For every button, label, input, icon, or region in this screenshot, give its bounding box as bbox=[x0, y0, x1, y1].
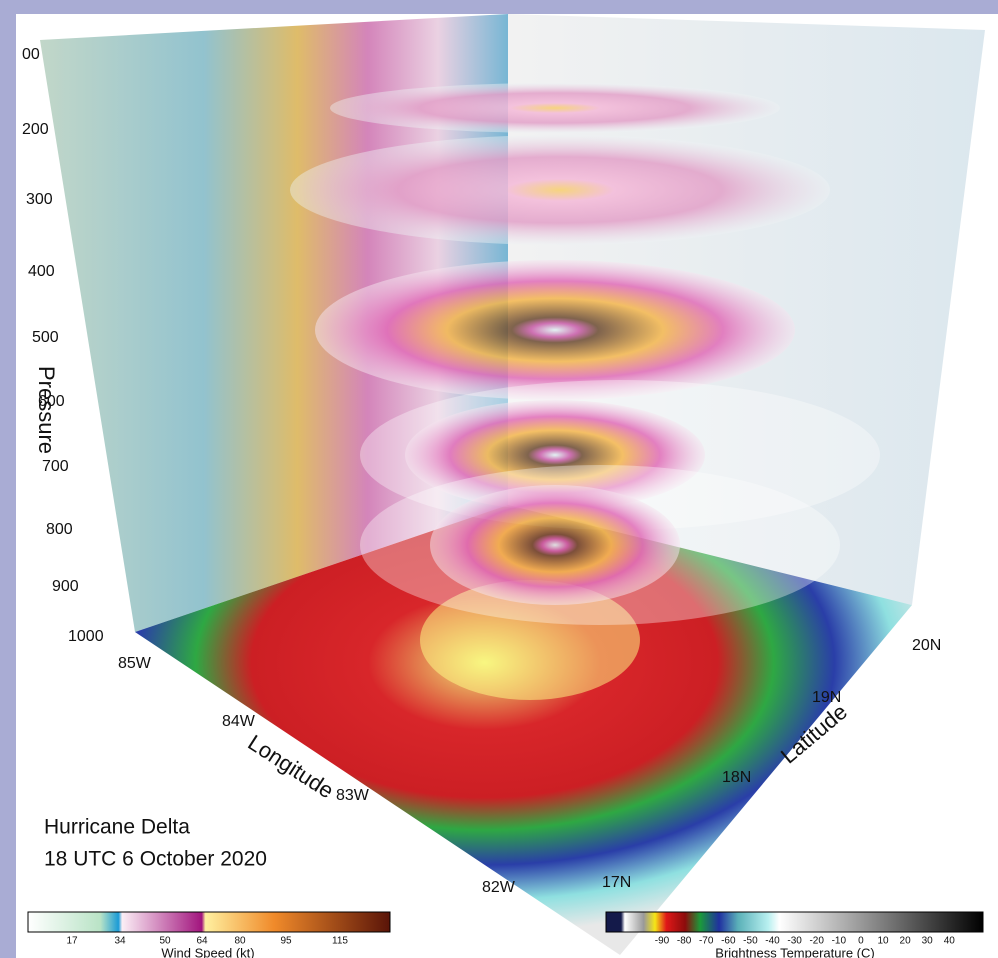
annotation: Hurricane Delta bbox=[44, 816, 190, 839]
latitude-tick: 20N bbox=[912, 637, 941, 654]
pressure-tick: 200 bbox=[22, 121, 49, 138]
colorbar-tick: -80 bbox=[677, 936, 692, 947]
pressure-tick: 700 bbox=[42, 458, 69, 475]
latitude-tick: 17N bbox=[602, 874, 631, 891]
pressure-tick: 00 bbox=[22, 46, 40, 63]
colorbar-tick: 30 bbox=[922, 936, 934, 947]
temperature-colorbar bbox=[606, 912, 983, 932]
latitude-tick: 18N bbox=[722, 769, 751, 786]
colorbar-label: Brightness Temperature (C) bbox=[715, 945, 874, 958]
colorbar-tick: 17 bbox=[66, 936, 78, 947]
colorbar-label: Wind Speed (kt) bbox=[161, 945, 254, 958]
pressure-tick: 400 bbox=[28, 263, 55, 280]
longitude-tick: 85W bbox=[118, 655, 152, 672]
colorbar-tick: -70 bbox=[699, 936, 714, 947]
longitude-tick: 82W bbox=[482, 879, 516, 896]
wind-ring bbox=[290, 135, 830, 245]
pressure-tick: 1000 bbox=[68, 628, 104, 645]
pressure-tick: 900 bbox=[52, 578, 79, 595]
pressure-tick: 800 bbox=[46, 521, 73, 538]
figure: 002003004005006007008009001000Pressure85… bbox=[0, 0, 998, 958]
colorbar-tick: 20 bbox=[900, 936, 912, 947]
colorbar-tick: -90 bbox=[655, 936, 670, 947]
colorbar-tick: 10 bbox=[877, 936, 889, 947]
longitude-tick: 84W bbox=[222, 713, 256, 730]
longitude-tick: 83W bbox=[336, 787, 370, 804]
pressure-tick: 500 bbox=[32, 329, 59, 346]
colorbar-tick: 34 bbox=[114, 936, 126, 947]
wind-ring bbox=[315, 260, 795, 400]
colorbar-tick: 115 bbox=[332, 936, 348, 947]
colorbar-tick: 40 bbox=[944, 936, 956, 947]
wind-ring bbox=[330, 83, 780, 133]
wind-colorbar bbox=[28, 912, 390, 932]
pressure-label: Pressure bbox=[34, 366, 59, 454]
colorbar-tick: 95 bbox=[280, 936, 292, 947]
wind-ring bbox=[430, 485, 680, 605]
annotation: 18 UTC 6 October 2020 bbox=[44, 848, 267, 871]
pressure-tick: 300 bbox=[26, 191, 53, 208]
